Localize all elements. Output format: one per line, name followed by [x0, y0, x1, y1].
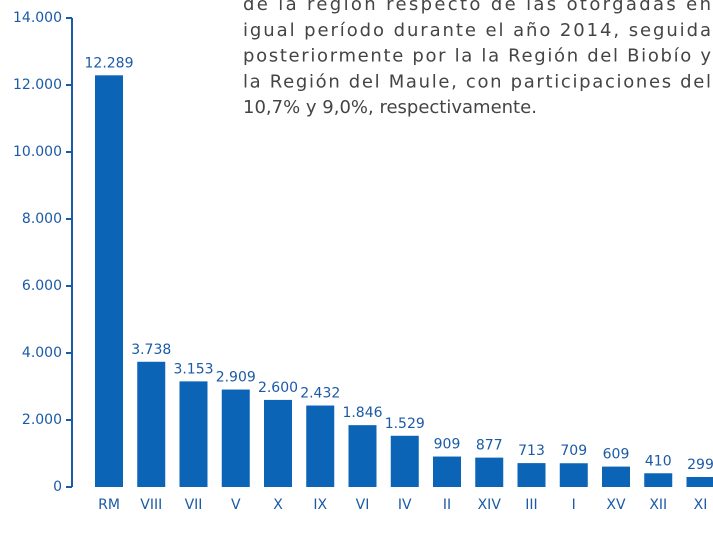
x-tick-label: XI — [694, 497, 708, 513]
value-label: 2.432 — [300, 386, 340, 402]
value-label: 2.909 — [216, 370, 256, 386]
value-label: 12.289 — [85, 55, 134, 71]
y-tick-label: 2.000 — [22, 412, 62, 428]
x-tick-label: VIII — [140, 497, 162, 513]
x-tick-label: IV — [398, 497, 412, 513]
annotation-line: igual período durante el año 2014, segui… — [243, 20, 711, 41]
bar — [95, 75, 123, 488]
x-tick-label: IX — [313, 497, 327, 513]
bar — [348, 425, 377, 487]
x-tick-label: VI — [356, 497, 370, 513]
value-label: 299 — [687, 457, 713, 473]
y-tick-label: 12.000 — [13, 77, 62, 93]
x-tick-label: VII — [185, 497, 203, 513]
bar — [390, 435, 419, 487]
annotation-line: de la región respecto de las otorgadas e… — [243, 0, 711, 15]
y-tick-label: 0 — [53, 479, 62, 495]
bar — [221, 389, 250, 487]
value-label: 609 — [603, 447, 630, 463]
bar — [306, 405, 335, 487]
bar — [602, 466, 630, 487]
bar — [559, 463, 588, 487]
value-label: 1.529 — [385, 416, 425, 432]
y-tick-label: 6.000 — [22, 278, 62, 294]
x-tick-label: XIV — [478, 497, 502, 513]
bar — [137, 361, 166, 487]
bar — [264, 399, 292, 487]
value-label: 3.738 — [131, 342, 171, 358]
x-tick-label: XII — [649, 497, 667, 513]
y-tick-label: 10.000 — [13, 144, 62, 160]
y-tick-label: 4.000 — [22, 345, 62, 361]
x-tick-label: I — [572, 497, 576, 513]
x-tick-label: X — [273, 497, 283, 513]
annotation-line: la Región del Maule, con participaciones… — [243, 71, 711, 92]
x-tick-label: II — [443, 497, 451, 513]
value-label: 3.153 — [173, 361, 213, 377]
annotation-line: posteriormente por la la Región del Biob… — [243, 46, 711, 67]
value-label: 877 — [476, 438, 503, 454]
x-tick-label: XV — [606, 497, 626, 513]
x-tick-label: V — [231, 497, 241, 513]
bar — [686, 476, 713, 487]
value-label: 713 — [518, 443, 545, 459]
value-label: 909 — [434, 437, 461, 453]
annotation-line: 10,7% y 9,0%, respectivamente. — [243, 97, 537, 118]
bar — [517, 463, 546, 487]
y-tick-label: 14.000 — [13, 10, 62, 26]
value-label: 709 — [560, 443, 587, 459]
bar — [644, 473, 673, 487]
bar — [179, 381, 208, 487]
x-tick-label: RM — [98, 497, 120, 513]
value-label: 410 — [645, 453, 672, 469]
value-label: 2.600 — [258, 380, 298, 396]
value-label: 1.846 — [342, 405, 382, 421]
bar — [433, 456, 461, 487]
y-tick-label: 8.000 — [22, 211, 62, 227]
bar — [475, 457, 504, 487]
x-tick-label: III — [525, 497, 537, 513]
